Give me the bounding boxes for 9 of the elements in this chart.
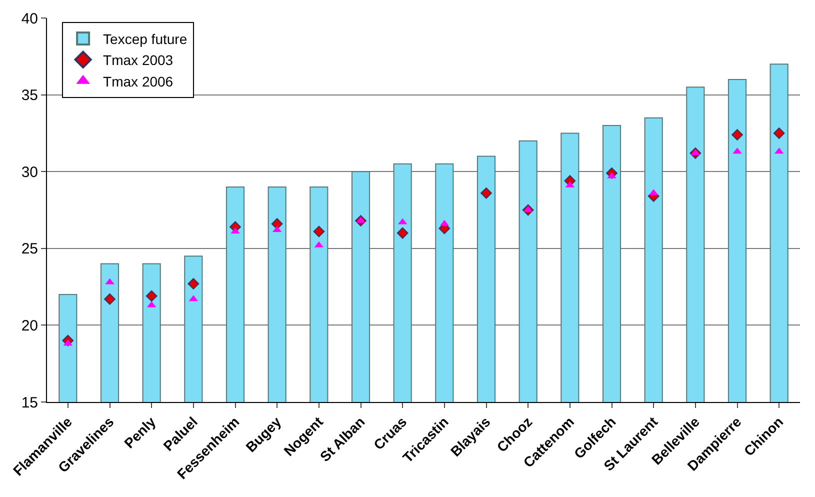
y-tick-label: 20 <box>21 317 38 334</box>
y-tick-label: 40 <box>21 10 38 28</box>
legend-label: Tmax 2006 <box>103 73 174 90</box>
y-tick-label: 25 <box>21 240 38 258</box>
y-tick-label: 15 <box>21 394 38 412</box>
y-tick-label: 35 <box>21 87 38 104</box>
legend-label: Texcep future <box>103 30 188 47</box>
legend-label: Tmax 2003 <box>103 52 174 68</box>
y-tick-label: 30 <box>21 164 38 181</box>
